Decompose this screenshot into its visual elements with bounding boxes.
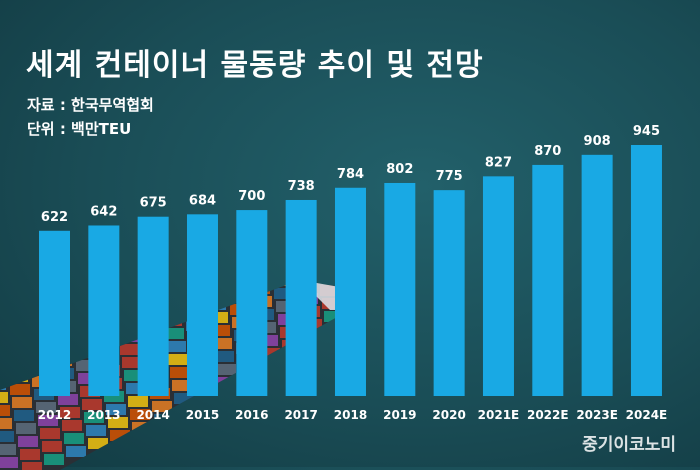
- bar-2020: [433, 190, 465, 396]
- bar-2019: [384, 182, 416, 396]
- x-tick-2023E: 2023E: [576, 408, 618, 422]
- x-tick-2016: 2016: [235, 408, 268, 422]
- chart-title: 세계 컨테이너 물동량 추이 및 전망: [26, 48, 484, 83]
- x-tick-2022E: 2022E: [527, 408, 569, 422]
- x-tick-2020: 2020: [432, 408, 465, 422]
- value-label-2013: 642: [90, 204, 117, 219]
- bar-2015: [186, 214, 218, 396]
- source-note: 자료 : 한국무역협회: [27, 96, 154, 114]
- watermark-logo: 중기이코노미: [582, 435, 676, 455]
- value-label-2016: 700: [238, 189, 265, 204]
- x-tick-2014: 2014: [136, 408, 169, 422]
- value-label-2024E: 945: [633, 124, 660, 139]
- bar-2014: [137, 216, 169, 396]
- unit-note: 단위 : 백만TEU: [27, 120, 132, 138]
- value-label-2012: 622: [41, 210, 68, 225]
- value-label-2023E: 908: [584, 134, 611, 149]
- value-label-2022E: 870: [534, 144, 561, 159]
- value-label-2014: 675: [140, 196, 167, 211]
- x-tick-2013: 2013: [87, 408, 120, 422]
- bar-2024E: [630, 145, 662, 396]
- bar-2016: [236, 210, 268, 396]
- value-label-2017: 738: [288, 179, 315, 194]
- value-label-2020: 775: [436, 169, 463, 184]
- bar-2023E: [581, 154, 613, 396]
- value-label-2019: 802: [386, 162, 413, 177]
- bar-2021E: [482, 176, 514, 396]
- bar-2012: [39, 230, 70, 396]
- value-label-2021E: 827: [485, 155, 512, 170]
- value-label-2018: 784: [337, 167, 364, 182]
- bar-2022E: [532, 164, 564, 396]
- x-tick-2021E: 2021E: [478, 408, 520, 422]
- x-tick-2017: 2017: [284, 408, 317, 422]
- bar-2017: [285, 199, 317, 396]
- x-tick-2012: 2012: [38, 408, 71, 422]
- x-tick-2019: 2019: [383, 408, 416, 422]
- value-label-2015: 684: [189, 193, 216, 208]
- bar-2013: [88, 225, 120, 396]
- bar-2018: [334, 187, 366, 396]
- x-tick-2018: 2018: [334, 408, 367, 422]
- x-tick-2024E: 2024E: [626, 408, 668, 422]
- x-tick-2015: 2015: [186, 408, 219, 422]
